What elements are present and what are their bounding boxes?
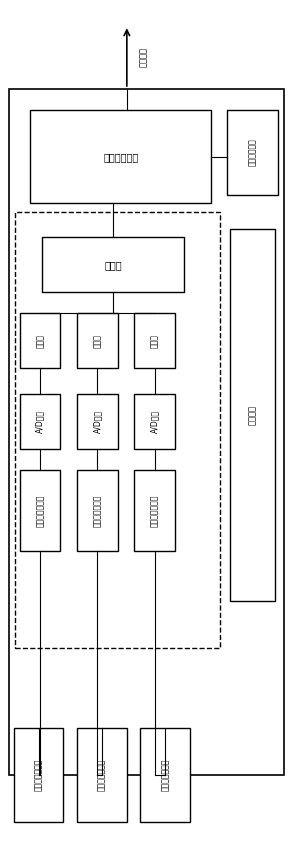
- Text: 比较器: 比较器: [150, 334, 159, 348]
- Bar: [20, 470, 60, 551]
- Text: 数据处理模块: 数据处理模块: [103, 152, 138, 162]
- Text: 二次电流互感器: 二次电流互感器: [150, 494, 159, 527]
- Text: 比较器: 比较器: [36, 334, 44, 348]
- Bar: [30, 110, 211, 203]
- Bar: [134, 394, 175, 449]
- Text: A/D采样: A/D采样: [93, 410, 102, 433]
- Bar: [77, 728, 127, 822]
- Bar: [140, 728, 190, 822]
- Bar: [14, 728, 63, 822]
- Text: 一次电流互感器: 一次电流互感器: [34, 759, 43, 791]
- Text: A/D采样: A/D采样: [36, 410, 44, 433]
- Bar: [230, 229, 275, 601]
- Text: A/D采样: A/D采样: [150, 410, 159, 433]
- Bar: [77, 313, 118, 368]
- Text: 一次电流互感器: 一次电流互感器: [161, 759, 170, 791]
- Bar: [226, 110, 278, 195]
- Text: 比较器: 比较器: [93, 334, 102, 348]
- Bar: [134, 470, 175, 551]
- Bar: [77, 470, 118, 551]
- Bar: [9, 89, 284, 775]
- Text: 一次电流互感器: 一次电流互感器: [98, 759, 106, 791]
- Text: 二次电流互感器: 二次电流互感器: [93, 494, 102, 527]
- Text: 与非门: 与非门: [104, 260, 122, 269]
- Bar: [77, 394, 118, 449]
- Bar: [42, 237, 184, 292]
- Bar: [134, 313, 175, 368]
- Bar: [15, 212, 220, 648]
- Bar: [20, 394, 60, 449]
- Text: 液晶显示模块: 液晶显示模块: [248, 139, 257, 166]
- Bar: [20, 313, 60, 368]
- Text: 电源模块: 电源模块: [248, 405, 257, 425]
- Text: 控制信号: 控制信号: [139, 47, 148, 67]
- Text: 二次电流互感器: 二次电流互感器: [36, 494, 44, 527]
